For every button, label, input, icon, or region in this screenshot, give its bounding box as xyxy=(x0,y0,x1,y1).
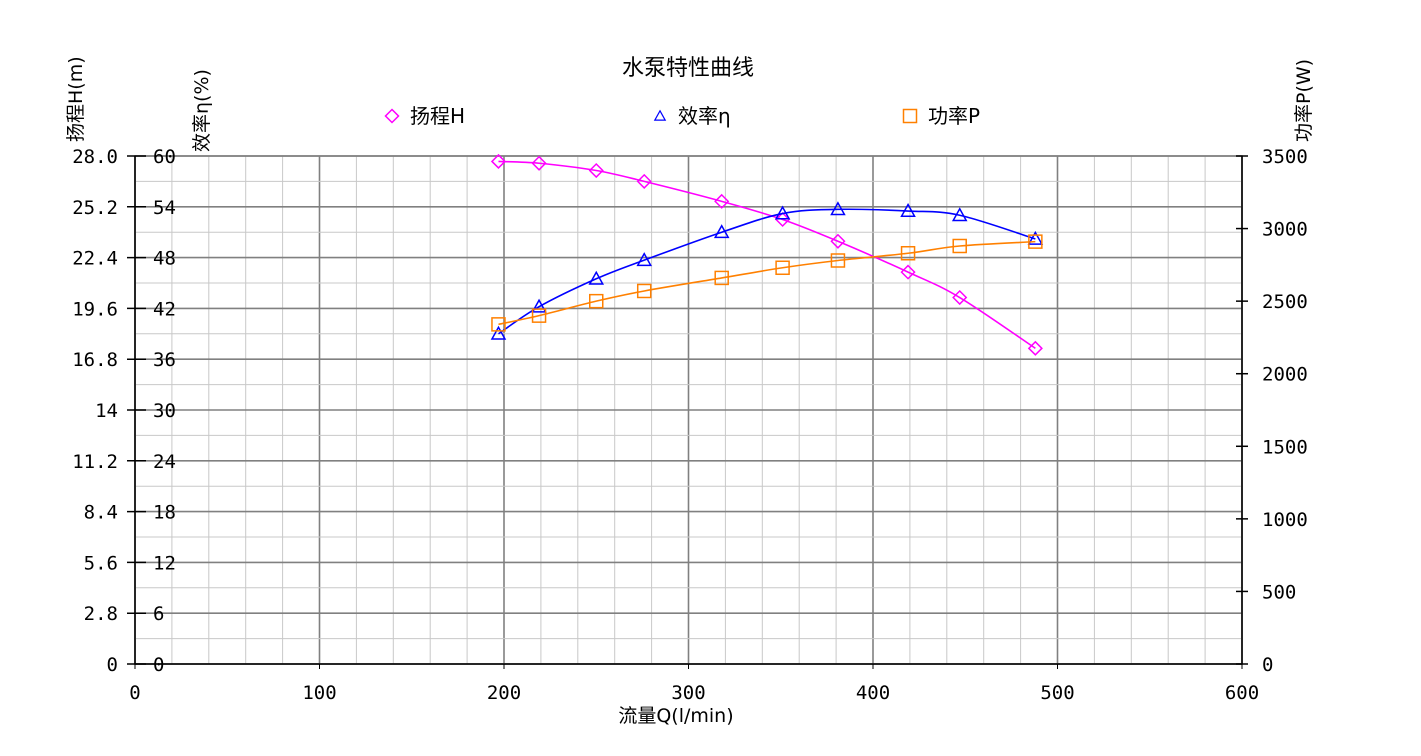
plot-series xyxy=(490,153,1044,356)
efficiency-data-point xyxy=(1027,230,1044,245)
power-data-point xyxy=(775,260,790,276)
power-series-line xyxy=(498,240,1036,326)
power-data-point xyxy=(531,308,547,323)
x-tick-label: 100 xyxy=(302,682,336,704)
head-data-point xyxy=(1027,340,1043,356)
head-tick-label: 28.0 xyxy=(72,146,118,168)
head-axis-label: 扬程H(m) xyxy=(65,56,87,142)
head-data-point xyxy=(531,155,547,171)
power-data-point xyxy=(1028,234,1043,249)
x-tick-label: 500 xyxy=(1040,682,1074,704)
efficiency-axis-label: 效率η(%) xyxy=(191,69,213,152)
efficiency-data-point xyxy=(713,224,730,239)
efficiency-series-line xyxy=(498,208,1036,335)
head-data-point xyxy=(952,289,968,306)
power-data-point xyxy=(714,270,729,286)
efficiency-data-point xyxy=(830,201,846,216)
efficiency-data-point xyxy=(636,252,652,267)
head-tick-label: 5.6 xyxy=(84,552,118,574)
efficiency-data-point xyxy=(951,207,968,222)
x-tick-label: 0 xyxy=(129,682,140,704)
efficiency-tick-label: 0 xyxy=(153,654,164,676)
head-legend-label: 扬程H xyxy=(410,104,465,128)
efficiency-legend-marker xyxy=(653,109,667,121)
plot-grid xyxy=(134,155,1243,665)
head-data-point xyxy=(830,233,846,249)
power-legend-label: 功率P xyxy=(928,104,980,128)
x-tick-label: 300 xyxy=(671,682,705,704)
efficiency-tick-label: 18 xyxy=(153,502,176,524)
head-tick-label: 0 xyxy=(107,654,118,676)
efficiency-legend-label: 效率η xyxy=(678,104,731,128)
x-axis-label: 流量Q(l/min) xyxy=(618,705,733,727)
power-tick-label: 0 xyxy=(1262,654,1273,676)
x-tick-label: 600 xyxy=(1225,682,1259,704)
efficiency-tick-label: 6 xyxy=(153,603,164,625)
head-tick-label: 19.6 xyxy=(72,298,118,320)
efficiency-tick-label: 24 xyxy=(153,451,176,473)
power-tick-label: 2000 xyxy=(1262,364,1308,386)
plot-axes: 0 100 200 300 400 500 60002.85.68.411.21416.81… xyxy=(72,146,1308,704)
power-data-point xyxy=(830,253,846,268)
head-series-line xyxy=(498,160,1036,349)
head-data-point xyxy=(588,162,604,179)
head-tick-label: 11.2 xyxy=(72,451,118,473)
efficiency-data-point xyxy=(588,270,605,285)
power-data-point xyxy=(636,283,652,299)
efficiency-tick-label: 48 xyxy=(153,248,176,270)
x-tick-label: 400 xyxy=(856,682,890,704)
head-tick-label: 8.4 xyxy=(84,502,118,524)
power-axis-label: 功率P(W) xyxy=(1293,59,1315,142)
head-data-point xyxy=(636,173,652,189)
power-data-point xyxy=(900,245,916,261)
head-tick-label: 25.2 xyxy=(72,197,118,219)
head-data-point xyxy=(900,264,916,280)
efficiency-data-point xyxy=(900,202,916,217)
head-tick-label: 2.8 xyxy=(84,603,118,625)
power-tick-label: 3500 xyxy=(1262,146,1308,168)
power-tick-label: 1500 xyxy=(1262,436,1308,458)
head-data-point xyxy=(775,211,791,228)
chart-title: 水泵特性曲线 xyxy=(622,56,754,81)
efficiency-data-point xyxy=(531,298,547,313)
power-tick-label: 2500 xyxy=(1262,291,1308,313)
power-tick-label: 1000 xyxy=(1262,509,1308,531)
legend: 扬程H 效率η 功率P xyxy=(384,104,980,128)
efficiency-data-point xyxy=(490,325,507,340)
head-legend-marker xyxy=(384,108,400,124)
efficiency-data-point xyxy=(774,205,791,220)
efficiency-tick-label: 60 xyxy=(153,146,176,168)
power-legend-marker xyxy=(902,108,918,124)
power-data-point xyxy=(491,317,506,332)
efficiency-tick-label: 30 xyxy=(153,400,176,422)
head-tick-label: 22.4 xyxy=(72,248,118,270)
head-data-point xyxy=(490,153,507,170)
power-data-point xyxy=(952,238,967,254)
efficiency-tick-label: 12 xyxy=(153,552,176,574)
power-data-point xyxy=(589,293,604,309)
power-tick-label: 500 xyxy=(1262,581,1296,603)
head-tick-label: 14 xyxy=(95,400,118,422)
efficiency-tick-label: 54 xyxy=(153,197,176,219)
power-tick-label: 3000 xyxy=(1262,219,1308,241)
head-data-point xyxy=(714,193,730,209)
efficiency-tick-label: 42 xyxy=(153,298,176,320)
efficiency-tick-label: 36 xyxy=(153,349,176,371)
x-tick-label: 200 xyxy=(487,682,521,704)
head-tick-label: 16.8 xyxy=(72,349,118,371)
